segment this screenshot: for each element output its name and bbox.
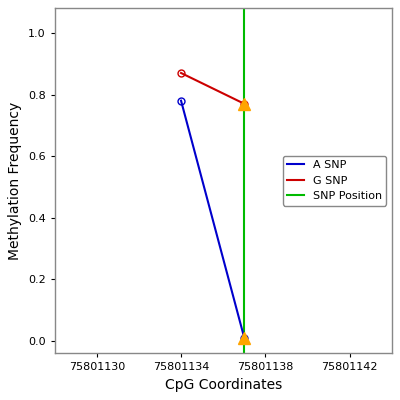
Y-axis label: Methylation Frequency: Methylation Frequency	[8, 102, 22, 260]
Legend: A SNP, G SNP, SNP Position: A SNP, G SNP, SNP Position	[282, 156, 386, 206]
X-axis label: CpG Coordinates: CpG Coordinates	[164, 378, 282, 392]
